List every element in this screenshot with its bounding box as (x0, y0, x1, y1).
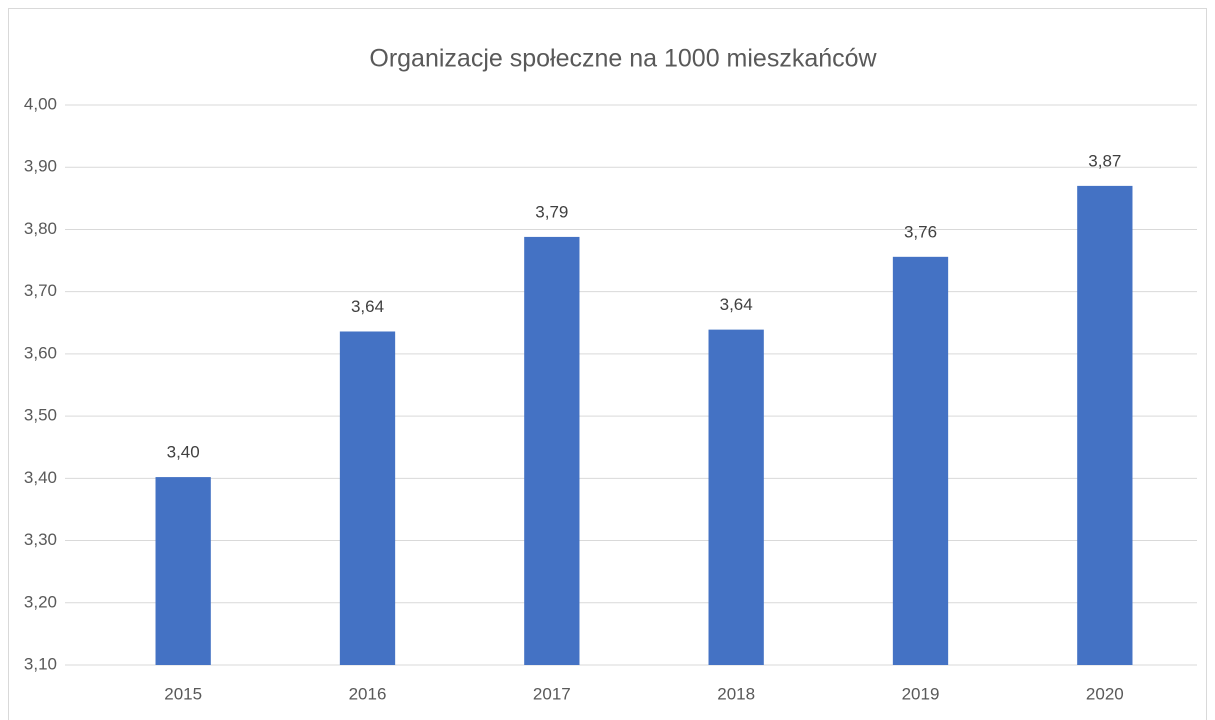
bar (892, 256, 949, 665)
bar (708, 329, 764, 665)
data-label: 3,79 (535, 202, 568, 221)
y-tick-label: 3,60 (24, 343, 57, 362)
y-tick-label: 3,30 (24, 530, 57, 549)
bar (524, 236, 580, 665)
y-tick-label: 4,00 (24, 94, 57, 113)
bar (1077, 185, 1133, 665)
data-label: 3,87 (1088, 151, 1121, 170)
data-label: 3,76 (904, 222, 937, 241)
y-tick-label: 3,80 (24, 219, 57, 238)
data-label: 3,40 (167, 443, 200, 462)
x-tick-label: 2018 (717, 684, 755, 703)
y-tick-label: 3,50 (24, 406, 57, 425)
data-label: 3,64 (720, 295, 753, 314)
y-tick-label: 3,20 (24, 592, 57, 611)
x-tick-label: 2015 (164, 684, 202, 703)
y-tick-label: 3,70 (24, 281, 57, 300)
x-tick-label: 2019 (902, 684, 940, 703)
x-tick-label: 2020 (1086, 684, 1124, 703)
bar (155, 477, 211, 665)
bar (339, 331, 396, 665)
x-tick-label: 2016 (349, 684, 387, 703)
y-tick-label: 3,10 (24, 654, 57, 673)
chart-title: Organizacje społeczne na 1000 mieszkańcó… (369, 45, 877, 73)
y-tick-label: 3,90 (24, 157, 57, 176)
data-label: 3,64 (351, 297, 384, 316)
y-tick-label: 3,40 (24, 468, 57, 487)
x-tick-label: 2017 (533, 684, 571, 703)
